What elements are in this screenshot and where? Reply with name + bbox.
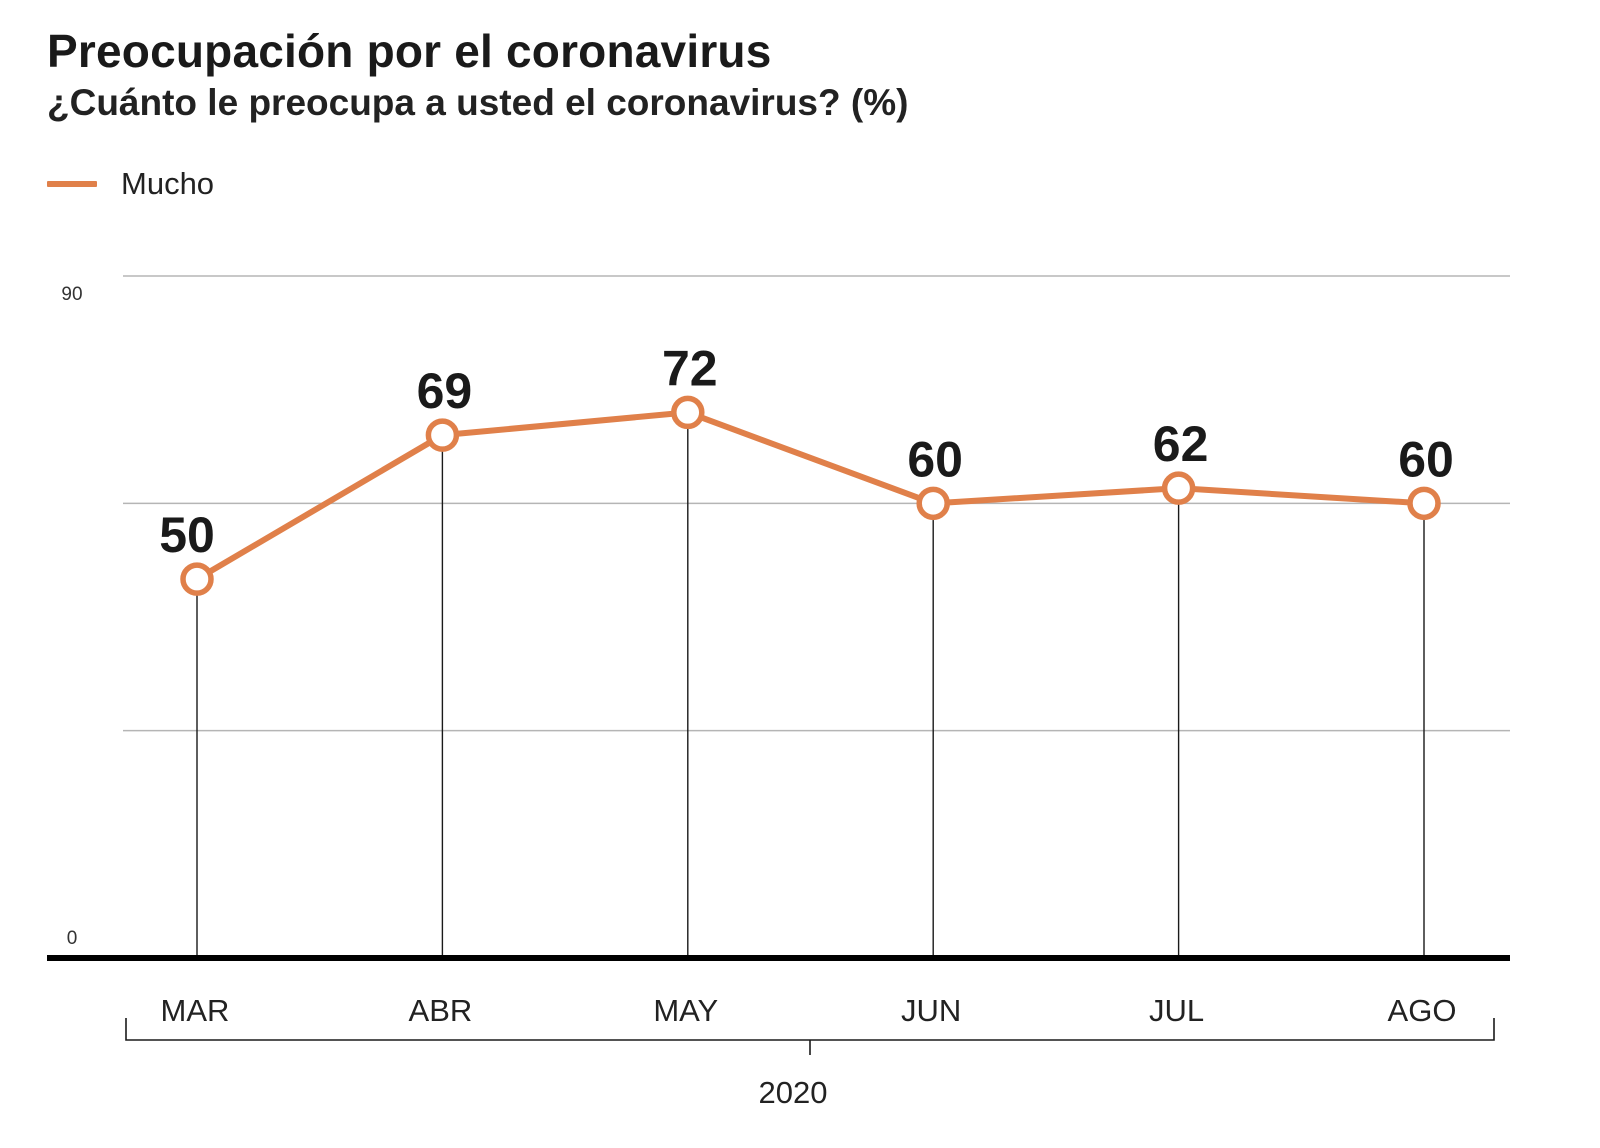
y-tick-label-zero: 0 [67,928,78,949]
data-point-jul [1161,471,1196,505]
series-line-mucho [194,409,1427,583]
x-tick-label-jul: JUL [1149,993,1204,1028]
data-point-ago [1407,486,1441,521]
x-tick-label-ago: AGO [1388,993,1457,1028]
x-tick-label-may: MAY [653,993,718,1028]
data-point-jun [916,486,950,521]
x-tick-label-abr: ABR [409,993,473,1028]
chart-subtitle: ¿Cuánto le preocupa a usted el coronavir… [47,82,909,123]
chart-title: Preocupación por el coronavirus [47,25,772,77]
data-label-jul: 62 [1153,416,1209,472]
legend-label-mucho: Mucho [121,166,215,201]
data-label-may: 72 [662,340,718,396]
data-label-mar: 50 [159,507,215,563]
data-point-abr [425,418,460,452]
data-point-may [671,395,705,430]
x-tick-label-mar: MAR [161,993,230,1028]
y-tick-label-max: 90 [61,284,82,305]
data-label-ago: 60 [1398,431,1454,487]
year-bracket [125,1018,1495,1041]
data-label-abr: 69 [417,363,473,419]
legend: Mucho [47,166,214,202]
legend-swatch-mucho [47,181,97,187]
data-point-mar [180,562,214,596]
year-label: 2020 [759,1075,828,1110]
x-tick-label-jun: JUN [901,993,961,1028]
data-label-jun: 60 [907,431,963,487]
